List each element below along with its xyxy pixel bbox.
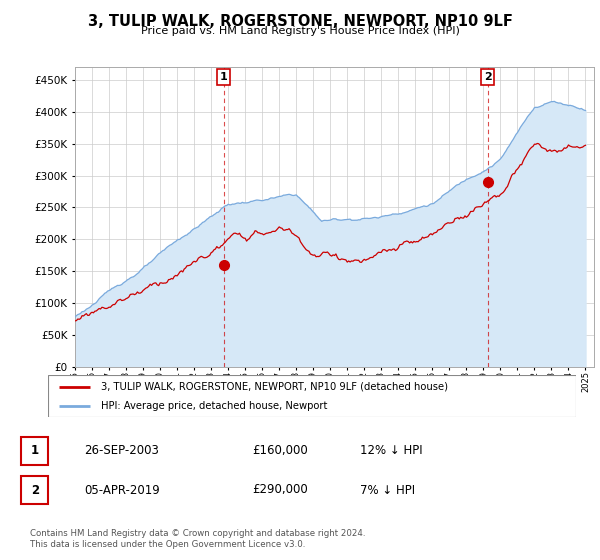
Text: Contains HM Land Registry data © Crown copyright and database right 2024.
This d: Contains HM Land Registry data © Crown c… xyxy=(30,529,365,549)
Text: 3, TULIP WALK, ROGERSTONE, NEWPORT, NP10 9LF (detached house): 3, TULIP WALK, ROGERSTONE, NEWPORT, NP10… xyxy=(101,381,448,391)
Text: 2: 2 xyxy=(31,483,39,497)
Text: £160,000: £160,000 xyxy=(252,444,308,458)
Text: 1: 1 xyxy=(220,72,227,82)
Text: 2: 2 xyxy=(484,72,491,82)
Text: 3, TULIP WALK, ROGERSTONE, NEWPORT, NP10 9LF: 3, TULIP WALK, ROGERSTONE, NEWPORT, NP10… xyxy=(88,14,512,29)
FancyBboxPatch shape xyxy=(217,69,230,85)
Text: 7% ↓ HPI: 7% ↓ HPI xyxy=(360,483,415,497)
Text: 05-APR-2019: 05-APR-2019 xyxy=(84,483,160,497)
Text: £290,000: £290,000 xyxy=(252,483,308,497)
Text: 1: 1 xyxy=(31,444,39,458)
Text: Price paid vs. HM Land Registry's House Price Index (HPI): Price paid vs. HM Land Registry's House … xyxy=(140,26,460,36)
Text: HPI: Average price, detached house, Newport: HPI: Average price, detached house, Newp… xyxy=(101,401,327,411)
FancyBboxPatch shape xyxy=(481,69,494,85)
Text: 26-SEP-2003: 26-SEP-2003 xyxy=(84,444,159,458)
FancyBboxPatch shape xyxy=(48,375,576,417)
Text: 12% ↓ HPI: 12% ↓ HPI xyxy=(360,444,422,458)
